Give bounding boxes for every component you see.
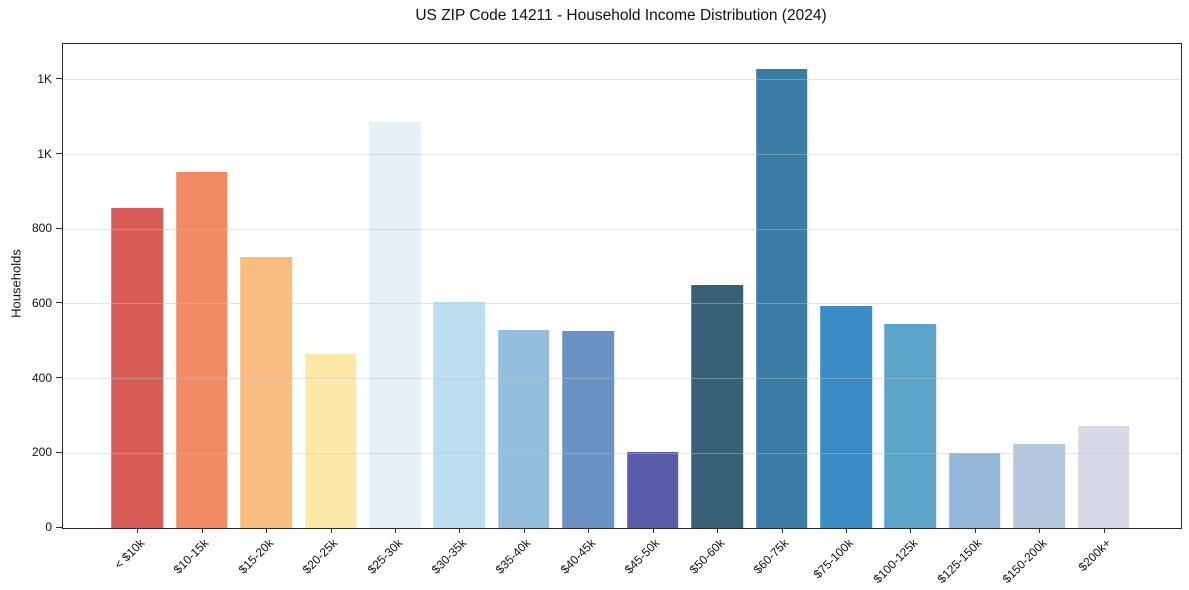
bar-slot: $10-15k: [169, 44, 233, 577]
bar-slot: $100-125k: [870, 44, 942, 586]
y-tick-label: 1K: [37, 146, 52, 161]
x-tick-mark: [781, 528, 783, 533]
x-tick-mark: [717, 528, 719, 533]
bar-slot: $30-35k: [427, 44, 491, 577]
bar-slot: $200k+: [1072, 44, 1136, 574]
x-tick-label: $125-150k: [934, 536, 985, 587]
x-tick-label: $25-30k: [364, 536, 405, 577]
y-tick-mark: [56, 78, 62, 80]
bar: [111, 207, 163, 528]
x-tick-label: $45-50k: [622, 536, 663, 577]
bars-container: < $10k $10-15k $15-20k $20-25k $25-30k $30-35…: [63, 44, 1181, 586]
y-tick-mark: [56, 302, 62, 304]
x-tick-label: $60-75k: [750, 536, 792, 577]
bar-slot: $125-150k: [935, 44, 1007, 586]
x-tick-mark: [330, 528, 332, 533]
x-tick-label: $75-100k: [810, 536, 856, 582]
bar: [1013, 444, 1066, 528]
y-tick-label: 200: [31, 445, 52, 460]
y-tick-label: 800: [31, 221, 52, 236]
bar-slot: $40-45k: [556, 44, 620, 577]
x-tick-mark: [459, 528, 461, 533]
y-tick-mark: [56, 451, 62, 453]
x-tick-mark: [1103, 528, 1105, 533]
y-axis: 0 200 400 600 800 1K 1K: [0, 43, 62, 534]
bar-slot: < $10k: [105, 44, 169, 572]
x-tick-label: $15-20k: [235, 536, 276, 577]
bar: [884, 324, 937, 528]
bar-slot: $150-200k: [999, 44, 1071, 586]
bar: [626, 451, 679, 528]
x-tick-label: $50-60k: [686, 536, 728, 577]
x-tick-label: $200k+: [1075, 536, 1114, 574]
y-tick-label: 0: [45, 520, 52, 534]
bar-slot: $35-40k: [492, 44, 556, 577]
x-tick-mark: [652, 528, 654, 533]
y-tick-label: 600: [31, 295, 52, 310]
y-tick-mark: [56, 377, 62, 379]
y-tick-mark: [56, 153, 62, 155]
bar-slot: $50-60k: [685, 44, 749, 577]
x-tick-mark: [137, 528, 139, 533]
x-tick-label: $30-35k: [428, 536, 470, 577]
plot-area: < $10k $10-15k $15-20k $20-25k $25-30k $30-35…: [62, 43, 1182, 586]
y-tick-label: 400: [31, 370, 52, 385]
bar: [755, 68, 808, 528]
bar-slot: $20-25k: [298, 44, 362, 577]
x-tick-label: $100-125k: [870, 536, 921, 587]
x-tick-label: $150-200k: [999, 536, 1050, 587]
x-tick-label: < $10k: [111, 536, 148, 572]
bar-slot: $25-30k: [363, 44, 427, 577]
bar: [691, 284, 743, 528]
x-tick-label: $35-40k: [493, 536, 534, 577]
bar: [175, 171, 228, 528]
y-tick-mark: [56, 227, 62, 229]
x-tick-mark: [394, 528, 396, 533]
x-tick-mark: [910, 528, 912, 533]
chart-title: US ZIP Code 14211 - Household Income Dis…: [415, 7, 827, 24]
x-tick-mark: [974, 528, 976, 533]
bar: [949, 452, 1001, 528]
bar: [498, 329, 550, 528]
bar: [304, 353, 357, 528]
bar-slot: $60-75k: [749, 44, 813, 577]
x-tick-label: $10-15k: [170, 536, 212, 577]
x-tick-mark: [588, 528, 590, 533]
bar: [240, 256, 292, 528]
x-tick-label: $40-45k: [557, 536, 599, 577]
x-tick-label: $20-25k: [299, 536, 341, 577]
bar-slot: $75-100k: [811, 44, 878, 581]
bar-slot: $45-50k: [621, 44, 685, 577]
x-tick-mark: [1039, 528, 1041, 533]
y-tick-label: 1K: [37, 71, 52, 86]
bar: [433, 302, 486, 528]
bar-slot: $15-20k: [234, 44, 298, 577]
bar: [369, 121, 421, 528]
x-tick-mark: [846, 528, 848, 533]
bar: [562, 331, 615, 528]
x-tick-mark: [523, 528, 525, 533]
bar: [1078, 425, 1130, 528]
x-tick-mark: [266, 528, 268, 533]
x-tick-mark: [201, 528, 203, 533]
bar: [820, 306, 872, 528]
y-tick-mark: [56, 526, 62, 528]
